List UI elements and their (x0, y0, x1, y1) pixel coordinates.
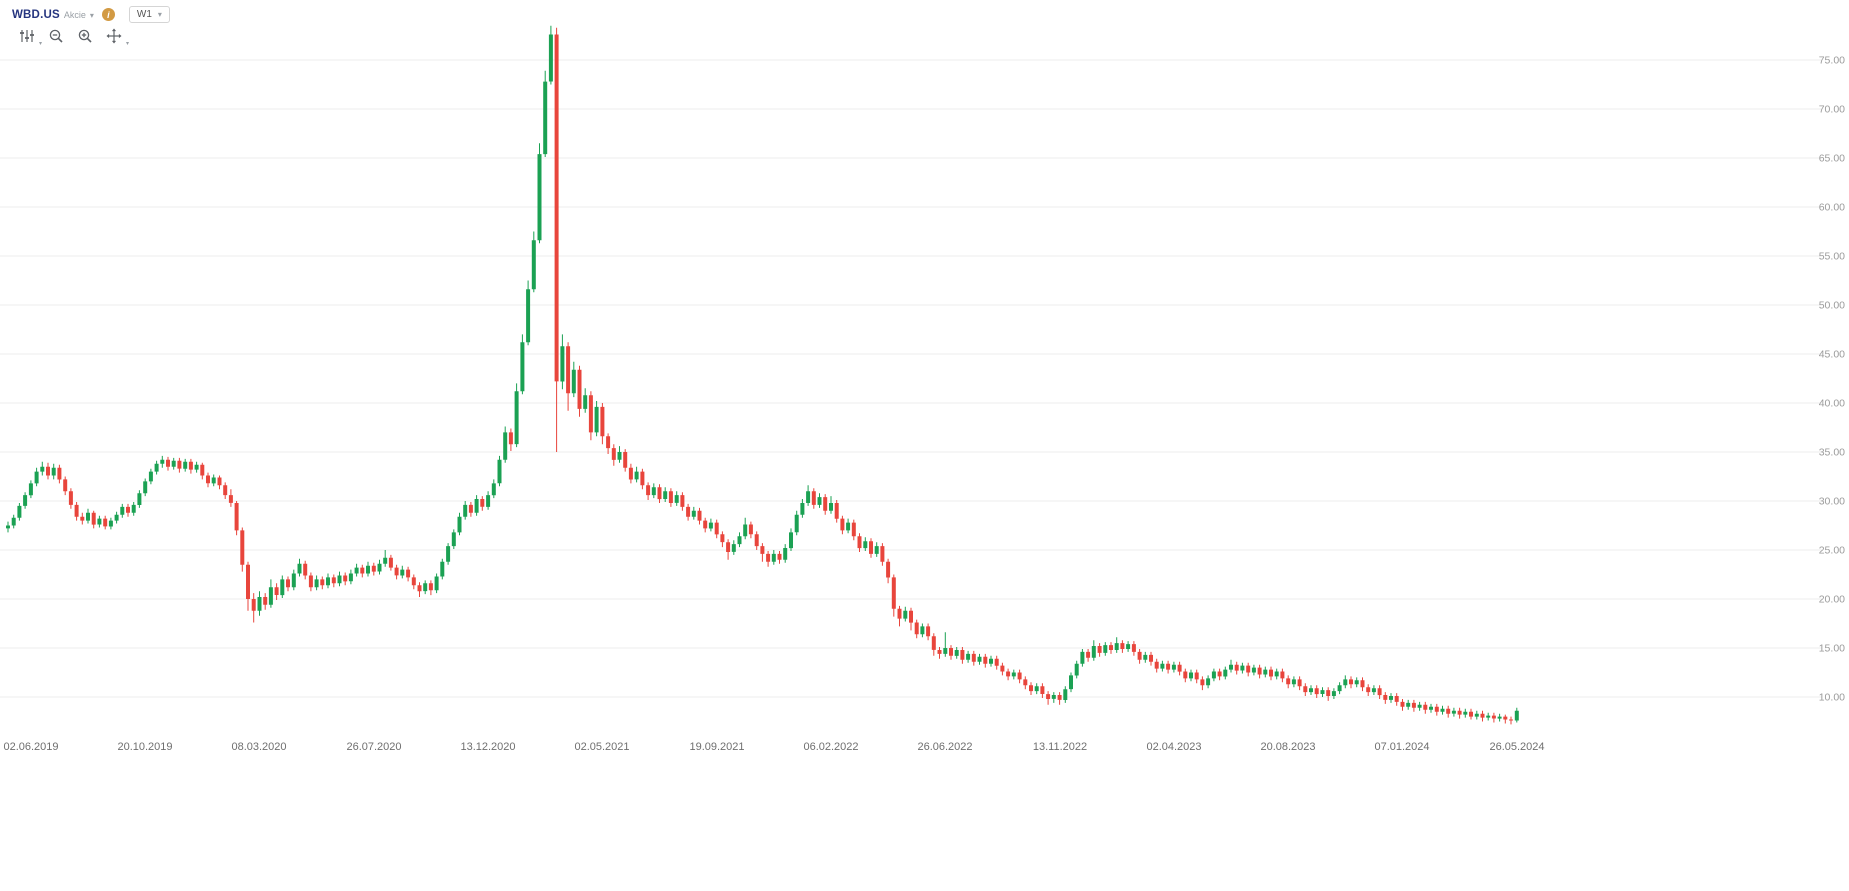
up-candle-wicks (7, 25, 1518, 723)
svg-text:26.05.2024: 26.05.2024 (1489, 741, 1544, 753)
indicators-button[interactable]: ▾ (18, 27, 42, 47)
chevron-down-icon: ▾ (157, 9, 162, 19)
svg-text:35.00: 35.00 (1819, 447, 1845, 459)
svg-text:26.06.2022: 26.06.2022 (917, 741, 972, 753)
candles[interactable] (6, 25, 1519, 725)
svg-text:10.00: 10.00 (1819, 692, 1845, 704)
svg-text:20.00: 20.00 (1819, 594, 1845, 606)
svg-text:02.04.2023: 02.04.2023 (1146, 741, 1201, 753)
svg-text:02.05.2021: 02.05.2021 (574, 741, 629, 753)
svg-text:55.00: 55.00 (1819, 251, 1845, 263)
svg-text:06.02.2022: 06.02.2022 (803, 741, 858, 753)
svg-text:20.10.2019: 20.10.2019 (117, 741, 172, 753)
svg-text:60.00: 60.00 (1819, 202, 1845, 214)
svg-text:30.00: 30.00 (1819, 496, 1845, 508)
pan-move-icon (106, 28, 122, 44)
svg-text:07.01.2024: 07.01.2024 (1374, 741, 1429, 753)
svg-text:08.03.2020: 08.03.2020 (231, 741, 286, 753)
symbol-selector[interactable]: WBD.US Akcie ▾ (12, 9, 94, 21)
svg-text:26.07.2020: 26.07.2020 (346, 741, 401, 753)
zoom-out-icon (49, 29, 63, 43)
zoom-in-icon (78, 29, 92, 43)
svg-text:25.00: 25.00 (1819, 545, 1845, 557)
svg-text:65.00: 65.00 (1819, 153, 1845, 165)
pan-button[interactable]: ▾ (105, 27, 129, 47)
instrument-type-label: Akcie (63, 9, 86, 20)
svg-text:75.00: 75.00 (1819, 55, 1845, 67)
svg-text:70.00: 70.00 (1819, 104, 1845, 116)
up-candle-bodies (6, 34, 1519, 721)
svg-text:20.08.2023: 20.08.2023 (1260, 741, 1315, 753)
chart-toolbar: ▾ ▾ (18, 27, 129, 47)
svg-text:19.09.2021: 19.09.2021 (689, 741, 744, 753)
chevron-down-icon: ▾ (38, 41, 42, 47)
chart-header: WBD.US Akcie ▾ i W1 ▾ (12, 6, 170, 23)
svg-text:13.12.2020: 13.12.2020 (460, 741, 515, 753)
down-candle-wicks (47, 27, 1512, 725)
info-icon[interactable]: i (101, 8, 115, 21)
indicators-icon (20, 30, 34, 42)
svg-text:50.00: 50.00 (1819, 300, 1845, 312)
x-axis-labels[interactable]: 02.06.2019 20.10.2019 08.03.2020 26.07.2020… (3, 741, 1544, 753)
timeframe-selector[interactable]: W1 ▾ (128, 6, 170, 23)
y-axis-labels[interactable]: 75.00 70.00 65.00 60.00 55.00 50.00 45.00 40.00… (1819, 55, 1845, 704)
symbol-name: WBD.US (12, 8, 60, 21)
chevron-down-icon: ▾ (125, 41, 129, 47)
svg-text:45.00: 45.00 (1819, 349, 1845, 361)
zoom-out-button[interactable] (47, 27, 65, 45)
svg-text:15.00: 15.00 (1819, 643, 1845, 655)
down-candle-bodies (46, 34, 1513, 721)
timeframe-value: W1 (136, 9, 152, 20)
svg-text:40.00: 40.00 (1819, 398, 1845, 410)
svg-text:13.11.2022: 13.11.2022 (1033, 741, 1087, 753)
zoom-in-button[interactable] (76, 27, 94, 45)
chevron-down-icon: ▾ (89, 10, 94, 20)
svg-text:02.06.2019: 02.06.2019 (3, 741, 58, 753)
gridlines (0, 59, 1822, 698)
